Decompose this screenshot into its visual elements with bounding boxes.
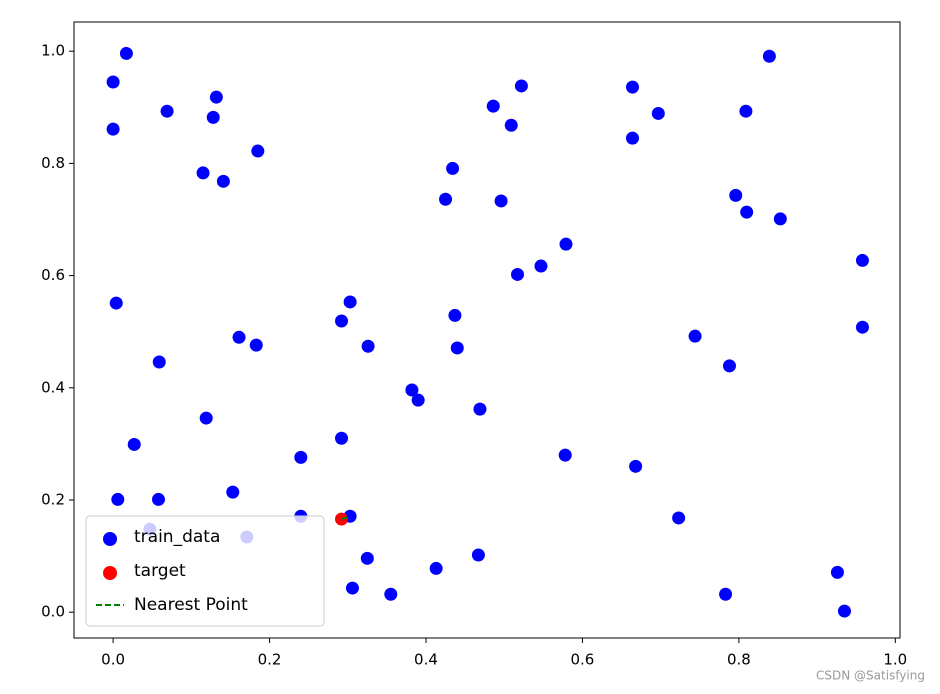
legend-swatch: [103, 532, 117, 546]
point: [343, 295, 357, 309]
y-tick-label: 0.8: [41, 154, 65, 172]
point: [446, 161, 460, 175]
point: [504, 118, 518, 132]
point: [119, 46, 133, 60]
point: [629, 459, 643, 473]
point: [651, 106, 665, 120]
watermark: CSDN @Satisfying: [816, 669, 925, 683]
point: [294, 450, 308, 464]
point: [625, 80, 639, 94]
x-tick-label: 0.6: [570, 651, 594, 669]
point: [494, 194, 508, 208]
point: [232, 330, 246, 344]
point: [209, 90, 223, 104]
point: [335, 314, 349, 328]
point: [473, 402, 487, 416]
x-tick-label: 0.2: [258, 651, 282, 669]
y-tick-label: 1.0: [41, 42, 65, 60]
x-tick-label: 1.0: [883, 651, 907, 669]
point: [534, 259, 548, 273]
point: [411, 393, 425, 407]
point: [450, 341, 464, 355]
legend-box: [85, 515, 325, 627]
point: [106, 75, 120, 89]
point: [511, 267, 525, 281]
point: [672, 511, 686, 525]
y-tick-label: 0.2: [41, 490, 65, 508]
point: [151, 492, 165, 506]
point: [448, 308, 462, 322]
point: [335, 431, 349, 445]
legend-label: Nearest Point: [134, 595, 248, 615]
x-tick-label: 0.4: [414, 651, 438, 669]
point: [559, 237, 573, 251]
legend-label: target: [134, 561, 186, 581]
point: [160, 104, 174, 118]
point: [111, 492, 125, 506]
y-tick-label: 0.6: [41, 266, 65, 284]
point: [439, 192, 453, 206]
point: [729, 188, 743, 202]
point: [762, 49, 776, 63]
point: [109, 296, 123, 310]
point: [206, 110, 220, 124]
point: [830, 565, 844, 579]
point: [360, 551, 374, 565]
point: [429, 561, 443, 575]
point: [127, 437, 141, 451]
point: [152, 355, 166, 369]
legend-label: train_data: [134, 527, 220, 547]
legend-swatch: [103, 566, 117, 580]
point: [837, 604, 851, 618]
point: [384, 587, 398, 601]
point: [361, 339, 375, 353]
point: [249, 338, 263, 352]
point: [722, 359, 736, 373]
point: [486, 99, 500, 113]
y-tick-label: 0.4: [41, 378, 65, 396]
point: [199, 411, 213, 425]
point: [855, 253, 869, 267]
point: [405, 383, 419, 397]
x-tick-label: 0.0: [101, 651, 125, 669]
point: [345, 581, 359, 595]
point: [719, 587, 733, 601]
point: [773, 212, 787, 226]
point: [196, 166, 210, 180]
point: [226, 485, 240, 499]
point: [625, 131, 639, 145]
point: [855, 320, 869, 334]
point: [251, 144, 265, 158]
point: [514, 79, 528, 93]
point: [558, 448, 572, 462]
line: [341, 515, 351, 521]
y-tick-label: 0.0: [41, 603, 65, 621]
point: [740, 205, 754, 219]
point: [688, 329, 702, 343]
point: [739, 104, 753, 118]
point: [106, 122, 120, 136]
point: [471, 548, 485, 562]
point: [216, 174, 230, 188]
x-tick-label: 0.8: [727, 651, 751, 669]
plot-frame: [73, 21, 901, 639]
